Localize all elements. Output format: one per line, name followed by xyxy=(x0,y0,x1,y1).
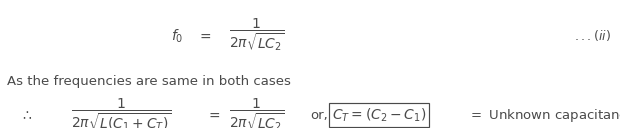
Text: $=$ Unknown capacitance: $=$ Unknown capacitance xyxy=(468,107,620,124)
Text: $=$: $=$ xyxy=(206,108,221,122)
Text: $\dfrac{1}{2\pi\sqrt{L(C_1+C_T)}}$: $\dfrac{1}{2\pi\sqrt{L(C_1+C_T)}}$ xyxy=(71,97,171,128)
Text: or,: or, xyxy=(310,109,328,122)
Text: As the frequencies are same in both cases: As the frequencies are same in both case… xyxy=(7,75,291,88)
Text: $f_0$: $f_0$ xyxy=(170,27,183,45)
Text: $...(ii)$: $...(ii)$ xyxy=(574,28,611,43)
Text: $\dfrac{1}{2\pi\sqrt{LC_2}}$: $\dfrac{1}{2\pi\sqrt{LC_2}}$ xyxy=(229,17,285,54)
Text: $=$: $=$ xyxy=(197,29,212,43)
Text: $C_T = (C_2 - C_1)$: $C_T = (C_2 - C_1)$ xyxy=(332,106,426,124)
Text: $\therefore$: $\therefore$ xyxy=(20,108,33,122)
Text: $\dfrac{1}{2\pi\sqrt{LC_2}}$: $\dfrac{1}{2\pi\sqrt{LC_2}}$ xyxy=(229,97,285,128)
